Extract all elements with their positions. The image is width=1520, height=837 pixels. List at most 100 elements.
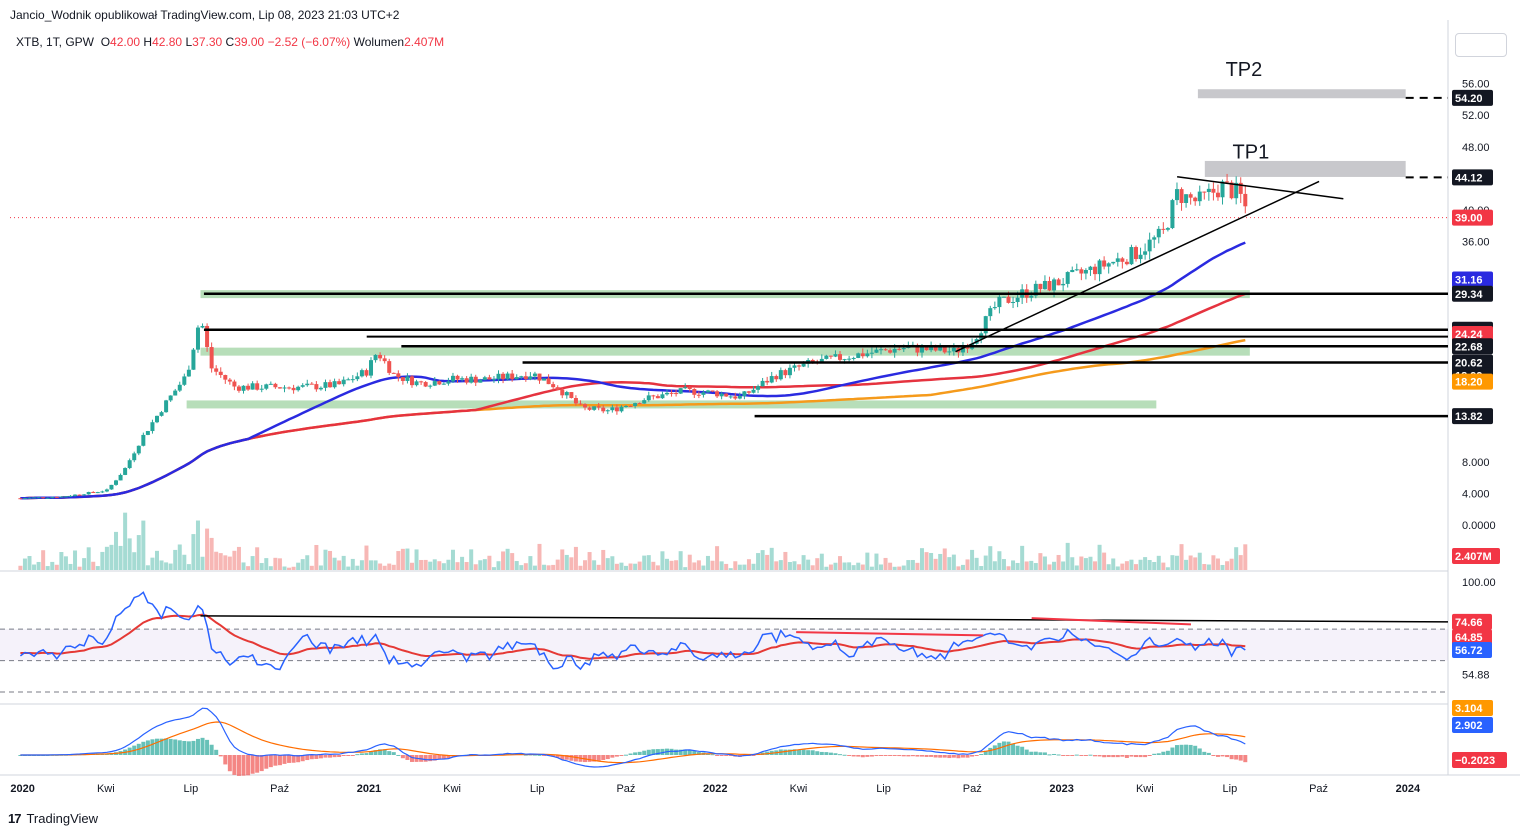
volume-bar	[328, 550, 333, 570]
candle-body	[583, 404, 588, 408]
macd-hist-bar	[751, 755, 756, 756]
volume-bar	[1229, 558, 1234, 570]
rsi-tag-label: 74.66	[1455, 617, 1483, 629]
macd-hist-bar	[1015, 745, 1020, 755]
candle-body	[18, 498, 23, 500]
symbol-label[interactable]: XTB, 1T, GPW	[16, 35, 95, 49]
candle-body	[797, 365, 802, 367]
macd-hist-bar	[724, 755, 729, 756]
volume-bar	[578, 565, 583, 570]
candle-body	[587, 407, 592, 410]
volume-bar	[273, 557, 278, 570]
macd-hist-bar	[624, 754, 629, 756]
macd-hist-bar	[341, 755, 346, 756]
volume-bar	[460, 556, 465, 570]
candle-body	[573, 397, 578, 404]
macd-tag-label: −0.2023	[1455, 755, 1495, 767]
candle-body	[733, 396, 738, 399]
price-tag-label: 54.20	[1455, 93, 1483, 105]
volume-bar	[1011, 560, 1016, 570]
candle-body	[200, 325, 205, 328]
volume-bar	[282, 566, 287, 570]
volume-bar	[1097, 544, 1102, 570]
macd-hist-bar	[988, 747, 993, 755]
candle-body	[1174, 189, 1179, 201]
volume-bar	[915, 562, 920, 570]
volume-bar	[318, 565, 323, 570]
volume-bar	[742, 564, 747, 570]
macd-hist-bar	[154, 738, 159, 755]
volume-bar	[1015, 562, 1020, 570]
macd-hist-bar	[960, 755, 965, 758]
x-tick-label: Kwi	[97, 783, 115, 795]
candle-body	[883, 349, 888, 351]
volume-bar	[642, 555, 647, 570]
volume-bar	[774, 561, 779, 570]
candle-body	[1052, 279, 1057, 291]
candle-body	[1001, 296, 1006, 298]
macd-hist-bar	[432, 755, 437, 761]
candle-body	[273, 383, 278, 388]
volume-bar	[988, 546, 993, 570]
macd-hist-bar	[560, 755, 565, 760]
rsi-pane	[0, 591, 1449, 693]
candle-body	[787, 367, 792, 376]
candle-body	[1056, 279, 1061, 286]
macd-hist-bar	[888, 755, 893, 756]
chart-menu-button[interactable]	[1455, 33, 1507, 57]
candle-body	[154, 415, 159, 423]
macd-hist-bar	[273, 755, 278, 766]
candle-body	[1006, 296, 1011, 303]
volume-bar	[1042, 556, 1047, 570]
macd-hist-bar	[1170, 747, 1175, 755]
volume-bar	[719, 561, 724, 570]
macd-hist-bar	[1120, 755, 1125, 757]
candle-body	[469, 376, 474, 383]
tradingview-logo-icon: 17	[8, 811, 22, 826]
candle-body	[218, 371, 223, 376]
volume-bar	[1220, 564, 1225, 570]
candle-body	[291, 387, 296, 391]
volume-bar	[1124, 561, 1129, 570]
volume-bar	[1174, 555, 1179, 570]
candle-body	[951, 347, 956, 352]
y-tick-label: 4.000	[1462, 488, 1490, 500]
candle-body	[801, 363, 806, 367]
volume-bar	[505, 548, 510, 570]
macd-hist-bar	[965, 755, 970, 758]
macd-hist-bar	[824, 752, 829, 755]
volume-bar	[979, 566, 984, 570]
candle-body	[305, 383, 310, 386]
macd-hist-bar	[1225, 755, 1230, 758]
volume-bar	[879, 564, 884, 570]
macd-hist-bar	[18, 755, 23, 756]
volume-bar	[41, 550, 46, 570]
volume-bar	[787, 562, 792, 570]
candle-body	[1106, 263, 1111, 267]
macd-hist-bar	[906, 755, 911, 757]
candle-body	[960, 346, 965, 353]
candle-body	[555, 387, 560, 390]
candle-body	[296, 386, 301, 391]
volume-bar	[1243, 544, 1248, 570]
candle-body	[450, 375, 455, 382]
volume-bar	[309, 565, 314, 570]
volume-bar	[537, 543, 542, 570]
macd-hist-bar	[532, 754, 537, 756]
macd-hist-bar	[1056, 754, 1061, 756]
trendline-down	[1177, 175, 1344, 200]
volume-bar	[783, 551, 788, 570]
candle-body	[145, 431, 150, 435]
volume-bar	[1038, 553, 1043, 570]
macd-hist-bar	[678, 749, 683, 755]
macd-hist-bar	[1079, 755, 1084, 756]
candle-body	[1129, 247, 1134, 265]
macd-hist-bar	[264, 755, 269, 769]
candle-body	[783, 370, 788, 376]
volume-bar	[510, 553, 515, 570]
volume-bar	[1111, 558, 1116, 570]
candle-body	[77, 494, 82, 496]
volume-bar	[965, 559, 970, 570]
macd-hist-bar	[405, 755, 410, 760]
